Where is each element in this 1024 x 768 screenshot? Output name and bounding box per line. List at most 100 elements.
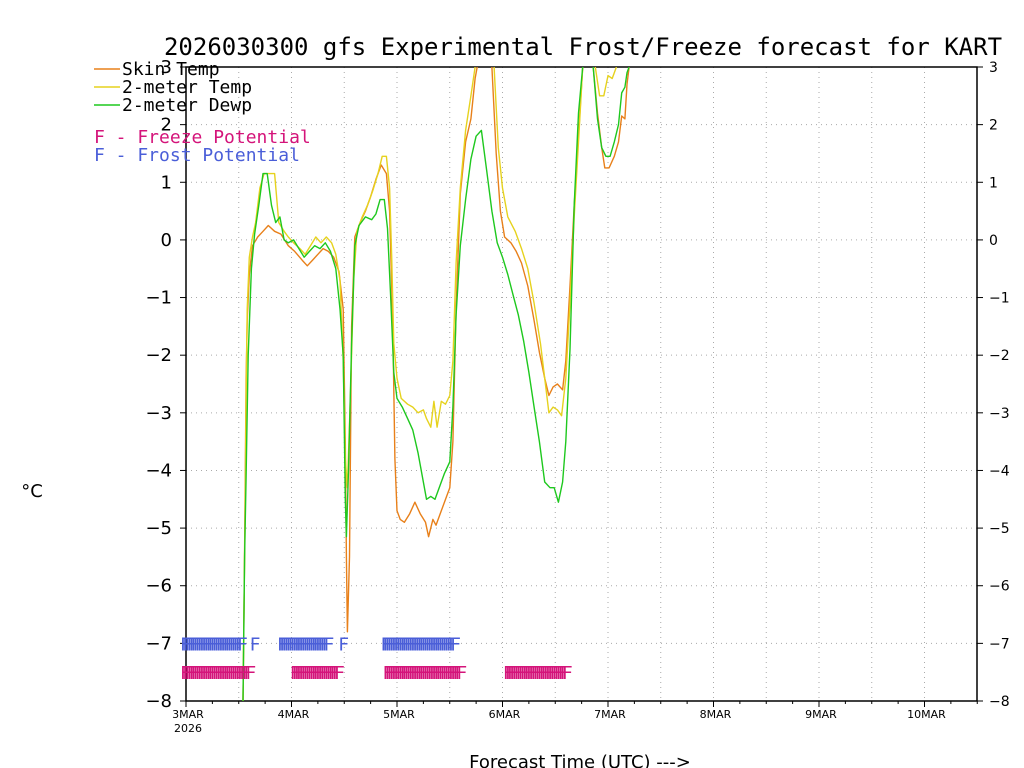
x-tick-label: 10MAR <box>907 708 946 721</box>
freeze-marker: F <box>224 663 235 684</box>
y-tick-label-right: 1 <box>989 175 998 191</box>
frost-marker: F <box>250 634 261 655</box>
grid-lines <box>186 67 977 701</box>
freeze-marker: F <box>235 663 246 684</box>
y-tick-label: −2 <box>145 345 172 366</box>
frost-marker: F <box>431 634 442 655</box>
x-tick-label: 8MAR <box>700 708 732 721</box>
freeze-marker: F <box>397 663 408 684</box>
freeze-marker: F <box>556 663 567 684</box>
freeze-marker: F <box>505 663 516 684</box>
freeze-marker: F <box>222 663 233 684</box>
frost-marker: F <box>199 634 210 655</box>
frost-marker: F <box>410 634 421 655</box>
frost-marker: F <box>313 634 324 655</box>
frost-marker: F <box>292 634 303 655</box>
freeze-marker: F <box>456 663 467 684</box>
legend-label: F - Freeze Potential <box>94 127 311 148</box>
legend-label: 2-meter Dewp <box>122 95 252 116</box>
frost-marker: F <box>294 634 305 655</box>
frost-marker: F <box>222 634 233 655</box>
freeze-marker: F <box>317 663 328 684</box>
y-tick-label: −6 <box>145 576 172 597</box>
legend-label: 2-meter Temp <box>122 77 252 98</box>
frost-marker: F <box>180 634 191 655</box>
freeze-marker: F <box>218 663 229 684</box>
frost-marker: F <box>442 634 453 655</box>
frost-marker: F <box>277 634 288 655</box>
frost-marker: F <box>380 634 391 655</box>
freeze-marker: F <box>507 663 518 684</box>
frost-marker: F <box>224 634 235 655</box>
y-tick-label: 3 <box>161 57 172 78</box>
y-tick-label-right: 0 <box>989 233 998 249</box>
y-tick-label: −5 <box>145 518 172 539</box>
freeze-marker: F <box>545 663 556 684</box>
freeze-marker: F <box>440 663 451 684</box>
freeze-marker: F <box>199 663 210 684</box>
freeze-marker: F <box>186 663 197 684</box>
freeze-marker: F <box>292 663 303 684</box>
frost-marker: F <box>302 634 313 655</box>
freeze-marker: F <box>553 663 564 684</box>
frost-marker: F <box>383 634 394 655</box>
frost-marker: F <box>281 634 292 655</box>
frost-marker: F <box>440 634 451 655</box>
frost-marker: F <box>283 634 294 655</box>
freeze-marker: F <box>387 663 398 684</box>
frost-marker: F <box>288 634 299 655</box>
y-tick-label-right: −7 <box>989 636 1010 652</box>
x-tick-sublabel: 2026 <box>174 722 202 735</box>
freeze-marker: F <box>201 663 212 684</box>
freeze-marker: F <box>237 663 248 684</box>
freeze-marker: F <box>326 663 337 684</box>
freeze-marker: F <box>526 663 537 684</box>
frost-marker: F <box>397 634 408 655</box>
y-tick-label-right: −2 <box>989 348 1010 364</box>
freeze-marker: F <box>520 663 531 684</box>
y-axis-ticks: −8 −8 −7 −7 −6 −6 −5 −5 −4 −4 −3 −3 −2 −2 −1 −1 0 0 1 1 2 2 3 3 <box>145 57 1009 712</box>
freeze-marker: F <box>429 663 440 684</box>
freeze-marker: F <box>214 663 225 684</box>
frost-marker: F <box>191 634 202 655</box>
frost-marker: F <box>389 634 400 655</box>
freeze-marker: F <box>410 663 421 684</box>
freeze-marker: F <box>513 663 524 684</box>
freeze-marker: F <box>212 663 223 684</box>
frost-marker: F <box>421 634 432 655</box>
frost-marker: F <box>214 634 225 655</box>
frost-marker: F <box>433 634 444 655</box>
freeze-marker: F <box>207 663 218 684</box>
freeze-marker: F <box>541 663 552 684</box>
freeze-marker: F <box>427 663 438 684</box>
freeze-marker: F <box>450 663 461 684</box>
frost-marker: F <box>412 634 423 655</box>
series-2-meter-temp-line <box>594 67 618 97</box>
frost-marker: F <box>207 634 218 655</box>
freeze-marker: F <box>433 663 444 684</box>
freeze-marker: F <box>395 663 406 684</box>
frost-marker: F <box>229 634 240 655</box>
legend-label: F - Frost Potential <box>94 145 300 166</box>
freeze-marker: F <box>226 663 237 684</box>
frost-marker: F <box>385 634 396 655</box>
frost-marker: F <box>399 634 410 655</box>
frost-marker: F <box>216 634 227 655</box>
freeze-marker: F <box>203 663 214 684</box>
frost-marker: F <box>309 634 320 655</box>
freeze-marker: F <box>323 663 334 684</box>
frost-marker: F <box>205 634 216 655</box>
freeze-marker: F <box>220 663 231 684</box>
freeze-marker: F <box>560 663 571 684</box>
frost-marker: F <box>210 634 221 655</box>
y-tick-label: −1 <box>145 288 172 309</box>
frost-marker: F <box>446 634 457 655</box>
freeze-marker: F <box>522 663 533 684</box>
freeze-marker: F <box>547 663 558 684</box>
freeze-marker: F <box>414 663 425 684</box>
frost-marker: F <box>402 634 413 655</box>
frost-marker: F <box>429 634 440 655</box>
y-tick-label: 1 <box>161 172 172 193</box>
x-tick-label: 7MAR <box>594 708 626 721</box>
